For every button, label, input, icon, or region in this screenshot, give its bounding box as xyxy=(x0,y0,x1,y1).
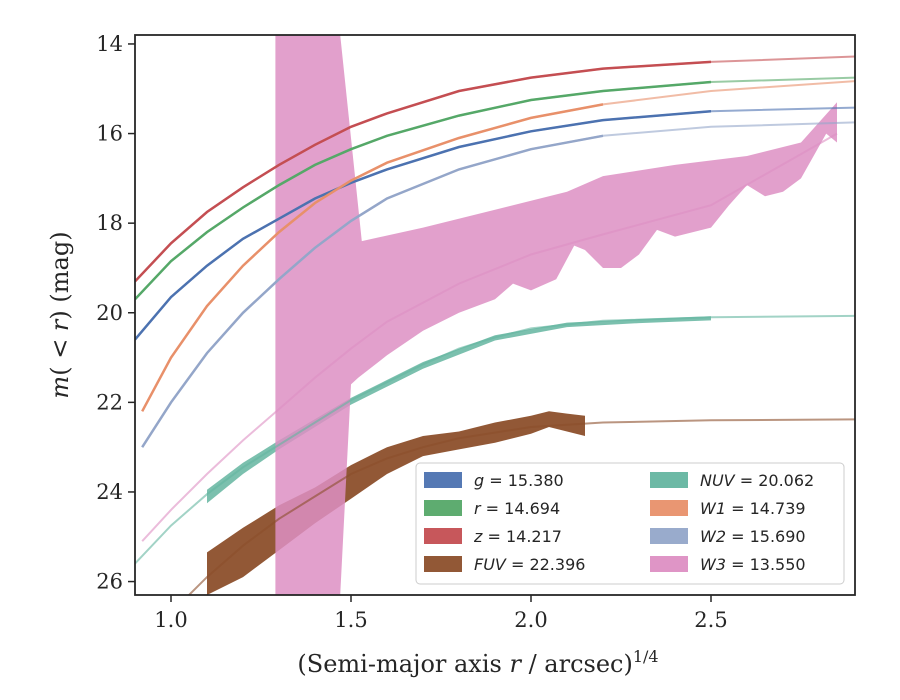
legend-swatch-z xyxy=(424,528,462,544)
legend-swatch-W3 xyxy=(650,556,688,572)
legend-label-NUV: NUV = 20.062 xyxy=(700,471,814,490)
band-FUV xyxy=(207,411,585,595)
x-tick-label: 2.0 xyxy=(514,608,547,632)
model-line-W3 xyxy=(141,132,838,542)
profile-line-r xyxy=(135,80,712,301)
legend-swatch-W1 xyxy=(650,500,688,516)
uncertainty-bands xyxy=(207,35,837,595)
legend-label-z: z = 14.217 xyxy=(473,527,562,546)
legend-swatch-g xyxy=(424,472,462,488)
plot-area xyxy=(135,35,855,595)
model-line-FUV xyxy=(187,418,855,595)
legend-label-r: r = 14.694 xyxy=(474,499,560,518)
band-NUV xyxy=(207,316,711,504)
y-tick-label: 24 xyxy=(96,480,123,504)
model-line-NUV xyxy=(135,314,855,565)
y-axis-label: m( < r) (mag) xyxy=(46,231,74,398)
legend: g = 15.380 r = 14.694 z = 14.217 FUV = 22.3… xyxy=(415,462,845,585)
y-tick-label: 20 xyxy=(96,301,123,325)
y-tick-label: 22 xyxy=(96,390,123,414)
profile-line-W2 xyxy=(141,134,604,448)
legend-swatch-NUV xyxy=(650,472,688,488)
plot-frame xyxy=(134,34,856,596)
legend-frame xyxy=(415,462,845,585)
legend-label-W2: W2 = 15.690 xyxy=(700,527,806,546)
x-tick-label: 1.5 xyxy=(334,608,367,632)
legend-swatch-W2 xyxy=(650,528,688,544)
band-W3 xyxy=(275,35,837,595)
legend-swatch-r xyxy=(424,500,462,516)
profile-line-W1 xyxy=(141,103,604,412)
legend-label-FUV: FUV = 22.396 xyxy=(474,555,585,574)
y-tick-label: 16 xyxy=(96,122,123,146)
x-axis: 1.0 1.5 2.0 2.5 xyxy=(154,595,728,632)
y-axis: 14 16 18 20 22 24 26 xyxy=(96,32,135,594)
x-axis-label: (Semi-major axis r / arcsec)1/4 xyxy=(297,647,658,678)
legend-label-W3: W3 = 13.550 xyxy=(700,555,806,574)
x-tick-label: 1.0 xyxy=(154,608,187,632)
legend-swatch-FUV xyxy=(424,556,462,572)
y-tick-label: 14 xyxy=(96,32,123,56)
x-tick-label: 2.5 xyxy=(694,608,727,632)
legend-label-W1: W1 = 14.739 xyxy=(700,499,806,518)
y-tick-label: 26 xyxy=(96,570,123,594)
series-lines xyxy=(135,55,855,595)
y-tick-label: 18 xyxy=(96,211,123,235)
profile-line-z xyxy=(135,60,712,283)
legend-label-g: g = 15.380 xyxy=(474,471,564,490)
